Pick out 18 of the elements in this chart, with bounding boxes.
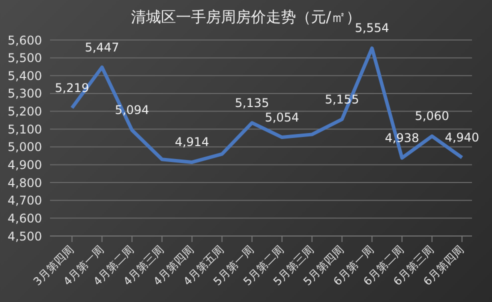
y-tick-label: 5,100 bbox=[8, 122, 42, 136]
y-tick-label: 4,600 bbox=[8, 211, 42, 226]
y-tick-label: 5,200 bbox=[8, 104, 42, 119]
data-label: 4,914 bbox=[174, 135, 210, 150]
y-tick-label: 5,300 bbox=[8, 86, 42, 101]
data-label: 5,135 bbox=[234, 96, 270, 110]
data-label: 5,447 bbox=[84, 40, 120, 54]
y-tick-label: 4,900 bbox=[8, 158, 42, 172]
y-tick-label: 5,500 bbox=[8, 51, 42, 66]
y-tick-label: 4,800 bbox=[8, 176, 42, 190]
y-tick-label: 5,000 bbox=[8, 140, 42, 154]
data-label: 4,940 bbox=[444, 130, 480, 145]
y-tick-label: 4,700 bbox=[8, 194, 42, 208]
y-tick-label: 4,500 bbox=[8, 229, 42, 244]
y-tick-label: 5,400 bbox=[8, 68, 42, 83]
y-tick-label: 5,600 bbox=[8, 33, 42, 48]
data-label: 5,060 bbox=[414, 109, 450, 124]
data-label: 5,054 bbox=[264, 110, 300, 124]
